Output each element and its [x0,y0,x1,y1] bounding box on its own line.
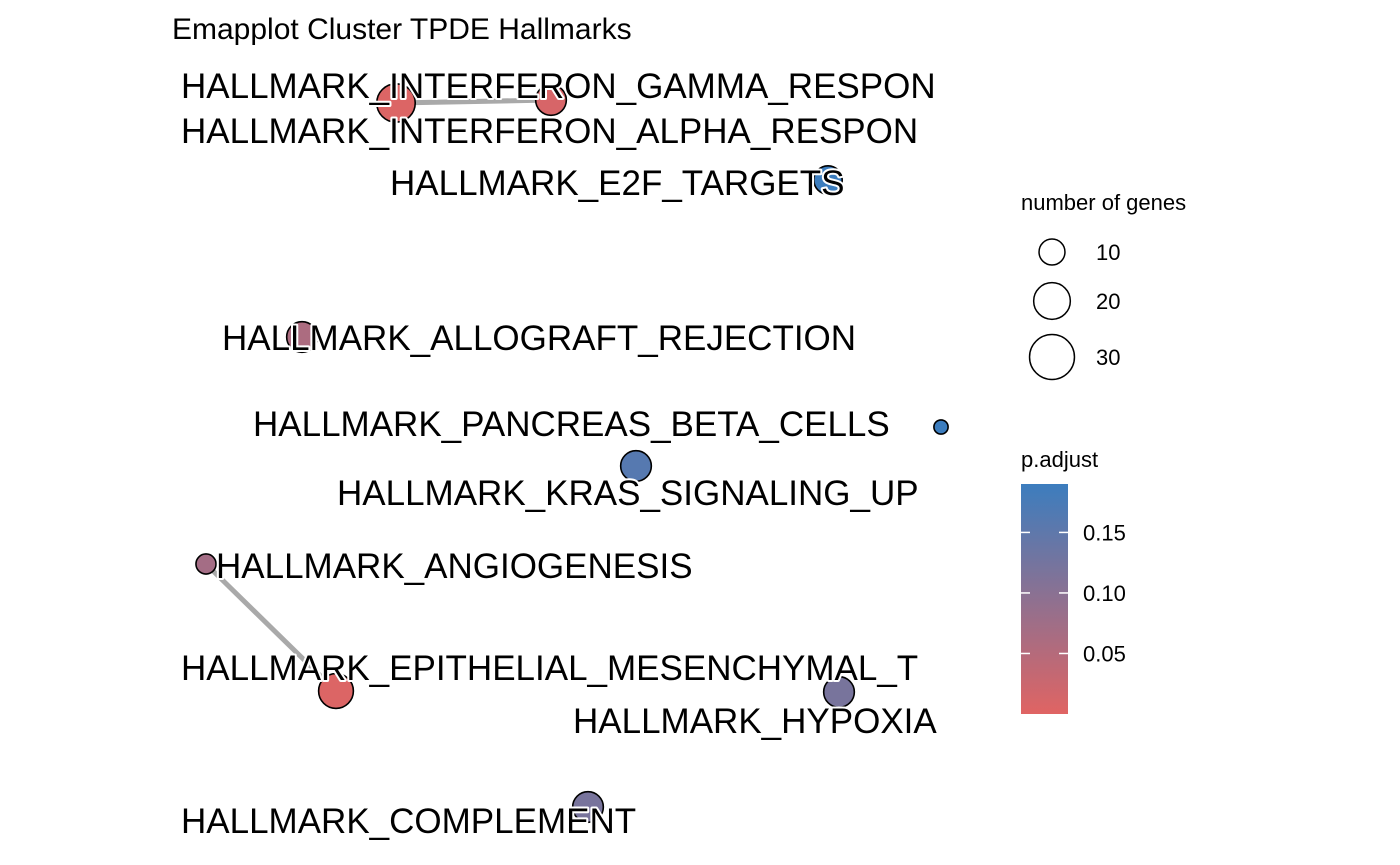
node-pancreas [933,419,949,435]
node-e2f [812,164,844,196]
node-label-ifn_alpha: HALLMARK_INTERFERON_ALPHA_RESPON [181,112,918,151]
edge-angio-emt [204,562,338,693]
node-emt [317,672,355,710]
node-allograft [285,320,319,354]
size-legend-circle-10 [1038,238,1066,266]
node-ifn_gamma [375,82,417,124]
color-legend-title: p.adjust [1021,447,1098,472]
size-legend-circle-30 [1028,333,1076,381]
node-label-halo: HALLMARK_PANCREAS_BETA_CELLS [253,405,890,444]
size-legend-label-20: 20 [1096,289,1120,314]
node-label-halo: HALLMARK_ANGIOGENESIS [216,547,693,586]
edge-ifn_gamma-ifn_alpha [395,97,552,106]
node-label-hypoxia: HALLMARK_HYPOXIA [573,702,937,741]
node-label-halo: HALLMARK_COMPLEMENT [181,802,636,841]
node-label-halo: HALLMARK_INTERFERON_GAMMA_RESPON [181,67,936,106]
node-label-e2f: HALLMARK_E2F_TARGETS [390,164,845,203]
node-label-kras: HALLMARK_KRAS_SIGNALING_UP [337,474,919,513]
node-label-halo: HALLMARK_INTERFERON_ALPHA_RESPON [181,112,918,151]
node-label-emt: HALLMARK_EPITHELIAL_MESENCHYMAL_T [181,649,918,688]
node-ifn_alpha [534,83,568,117]
color-tick-label-0.10: 0.10 [1083,581,1126,606]
node-angio [195,553,217,575]
node-label-allograft: HALLMARK_ALLOGRAFT_REJECTION [222,319,856,358]
color-tick-label-0.15: 0.15 [1083,520,1126,545]
chart-title: Emapplot Cluster TPDE Hallmarks [172,13,632,46]
node-complement [571,790,605,824]
size-legend-label-10: 10 [1096,240,1120,265]
size-legend-circle-20 [1032,281,1072,321]
node-label-pancreas: HALLMARK_PANCREAS_BETA_CELLS [253,405,890,444]
color-legend: p.adjust 0.15 0.10 0.05 [1021,447,1126,714]
labels-layer: HALLMARK_INTERFERON_GAMMA_RESPON HALLMARK… [179,65,939,843]
node-label-halo: HALLMARK_EPITHELIAL_MESENCHYMAL_T [181,649,918,688]
node-label-halo: HALLMARK_HYPOXIA [573,702,937,741]
node-label-complement: HALLMARK_COMPLEMENT [181,802,636,841]
size-legend-title: number of genes [1021,190,1186,215]
node-kras [619,449,653,483]
color-legend-bar [1021,484,1068,714]
node-label-halo: HALLMARK_E2F_TARGETS [390,164,845,203]
nodes-layer [195,82,949,824]
size-legend: number of genes 10 20 30 [1021,190,1186,381]
node-label-halo: HALLMARK_ALLOGRAFT_REJECTION [222,319,856,358]
node-label-halo: HALLMARK_KRAS_SIGNALING_UP [337,474,919,513]
node-label-angio: HALLMARK_ANGIOGENESIS [216,547,693,586]
size-legend-label-30: 30 [1096,345,1120,370]
edges-layer [204,97,552,693]
node-label-ifn_gamma: HALLMARK_INTERFERON_GAMMA_RESPON [181,67,936,106]
node-hypoxia [822,675,856,709]
color-tick-label-0.05: 0.05 [1083,641,1126,666]
